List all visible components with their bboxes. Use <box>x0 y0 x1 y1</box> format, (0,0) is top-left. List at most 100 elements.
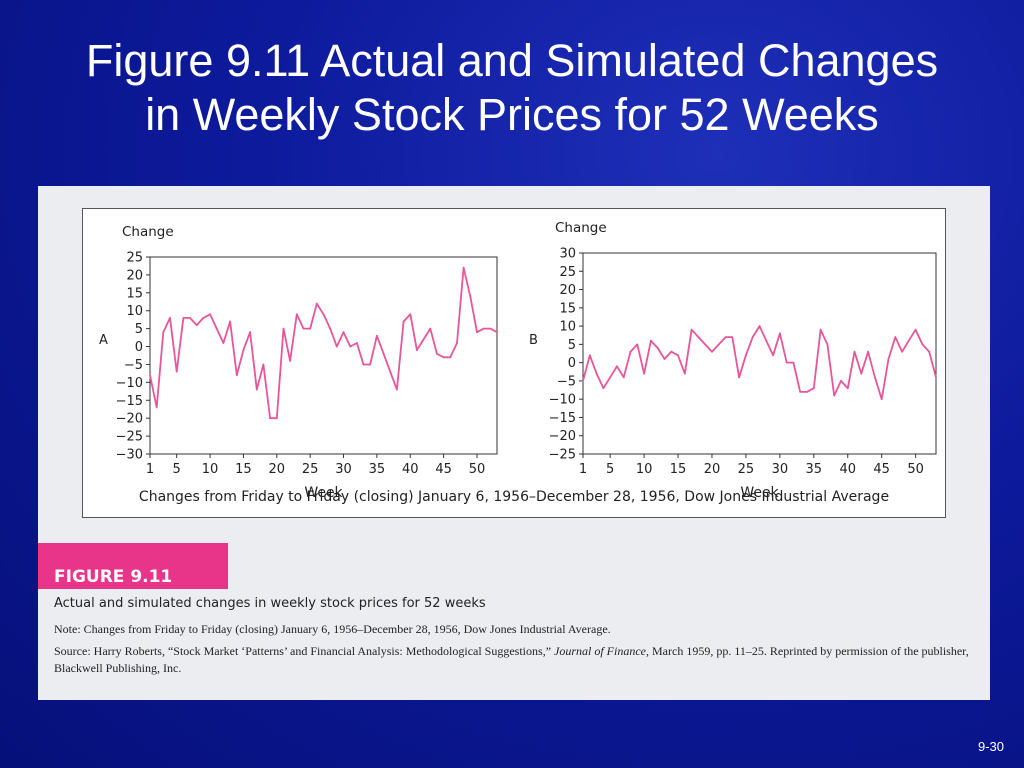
chart-a-data-point <box>149 374 151 377</box>
chart-b-data-point <box>697 336 700 338</box>
chart-a-data-point <box>422 338 425 341</box>
chart-b-data-point <box>846 387 849 390</box>
chart-a-ytick-label: −10 <box>116 376 143 391</box>
chart-a-xlabel: Week <box>304 485 343 501</box>
chart-b-data-point <box>894 336 897 338</box>
chart-a-data-point <box>449 356 452 359</box>
chart-a-data-point <box>409 313 412 316</box>
chart-b-data-point <box>622 376 625 379</box>
chart-a-ytick-label: 15 <box>126 286 143 301</box>
chart-a-data-point <box>362 363 365 366</box>
chart-a-xtick-label: 50 <box>469 462 486 477</box>
chart-b-data-point <box>901 350 903 353</box>
chart-a-data-point <box>489 327 492 330</box>
chart-a-ytick-label: −25 <box>116 430 143 445</box>
chart-b-data-point <box>914 328 917 331</box>
chart-a-xtick-label: 40 <box>402 462 419 477</box>
chart-a-data-point <box>376 334 378 337</box>
chart-b-data-point <box>717 343 720 346</box>
chart-a-data-point <box>235 374 238 377</box>
chart-a-data-point <box>222 342 225 344</box>
figure-source-prefix: Source: Harry Roberts, “Stock Market ‘Pa… <box>54 644 555 658</box>
chart-b-data-point <box>867 350 869 353</box>
chart-a-plot-area <box>149 256 498 455</box>
chart-a-data-point <box>309 327 312 330</box>
chart-b-xtick-label: 45 <box>873 462 890 477</box>
slide-title-line-1: Figure 9.11 Actual and Simulated Changes <box>85 35 939 86</box>
figure-tab <box>38 543 228 589</box>
chart-b-xlabel: Week <box>740 485 779 501</box>
chart-b-ytick-label: −5 <box>557 374 576 389</box>
chart-b-data-point <box>833 394 836 397</box>
chart-a-xtick-label: 45 <box>435 462 452 477</box>
chart-a-ytick-label: −20 <box>116 412 143 427</box>
chart-a-data-point <box>402 320 405 323</box>
chart-a-xtick-label: 20 <box>269 462 286 477</box>
figure-source-suffix: March 1959, pp. 11–25. Reprinted by perm… <box>54 644 969 675</box>
chart-b-ytick-label: −10 <box>549 393 576 408</box>
chart-a-data-point <box>369 363 372 366</box>
chart-b-plot-area <box>582 252 937 455</box>
chart-b-data-point <box>758 325 761 327</box>
chart-b-data-point <box>731 336 734 338</box>
chart-a-ytick-label: 20 <box>126 268 143 283</box>
chart-a-data-point <box>356 342 358 344</box>
chart-b-data-point <box>745 354 747 357</box>
chart-b-data-point <box>772 354 774 357</box>
chart-b-data-point <box>704 343 707 346</box>
chart-b-data-point <box>907 339 910 342</box>
chart-a-data-point <box>382 352 385 355</box>
chart-a-ytick-label: −30 <box>116 448 143 463</box>
chart-a-data-point <box>169 317 171 319</box>
chart-a-data-point <box>295 313 298 316</box>
chart-a-data-point <box>322 313 325 316</box>
chart-a-data-point <box>202 317 205 319</box>
chart-b-data-point <box>683 372 686 375</box>
chart-b-data-point <box>779 332 781 335</box>
chart-b-data-point <box>582 380 584 382</box>
chart-b-data-point <box>711 350 713 353</box>
slide-title: Figure 9.11 Actual and Simulated Changes… <box>0 34 1024 142</box>
chart-b-data-point <box>765 339 768 342</box>
chart-a-data-point <box>462 266 465 269</box>
chart-b-xtick-label: 35 <box>806 462 823 477</box>
chart-a-data-point <box>416 349 418 351</box>
chart-a-data-point <box>275 417 278 420</box>
chart-b-ytick-label: 10 <box>559 320 576 335</box>
chart-b-data-point <box>602 387 605 390</box>
chart-a-data-point <box>195 324 198 326</box>
chart-frame: 25 20 15 10 5 0 −5 −10 −15 −20 −25 −30 1 5 10 15 20 25 30 3… <box>82 208 946 518</box>
chart-b-data-point <box>643 372 645 375</box>
chart-b-data-point <box>799 391 802 393</box>
chart-a-data-point <box>429 327 432 330</box>
chart-a-data-point <box>249 331 252 334</box>
chart-b-data-point <box>806 391 808 393</box>
chart-b-data-point <box>663 358 666 360</box>
figure-panel: 25 20 15 10 5 0 −5 −10 −15 −20 −25 −30 1 5 10 15 20 25 30 3… <box>38 186 990 700</box>
chart-b-data-point <box>887 358 890 360</box>
chart-b-data-point <box>921 343 924 346</box>
chart-b-ytick-label: −25 <box>549 448 576 463</box>
chart-b-xtick-label: 30 <box>772 462 789 477</box>
chart-b-data-point <box>656 347 659 349</box>
chart-b-series-line <box>582 325 937 401</box>
chart-a-data-point <box>476 331 478 334</box>
chart-footer: Changes from Friday to Friday (closing) … <box>139 489 889 505</box>
chart-b-ytick-label: 20 <box>559 283 576 298</box>
chart-b-panel-label: B <box>529 333 538 348</box>
chart-a-xtick-label: 5 <box>173 462 181 477</box>
chart-a-data-point <box>396 388 398 391</box>
chart-a-xtick-label: 25 <box>302 462 319 477</box>
chart-b-data-point <box>751 336 754 338</box>
chart-b-data-point <box>826 343 829 346</box>
chart-b-data-point <box>738 376 740 379</box>
chart-b-xtick-label: 10 <box>636 462 653 477</box>
chart-b-data-point <box>690 328 693 331</box>
chart-b-xtick-label: 20 <box>704 462 721 477</box>
chart-a-data-point <box>315 302 318 305</box>
figure-note: Note: Changes from Friday to Friday (clo… <box>54 622 611 636</box>
chart-a-series-line <box>149 266 498 420</box>
chart-a-ytick-label: −5 <box>124 358 143 373</box>
chart-b-xtick-label: 15 <box>670 462 687 477</box>
chart-a-data-point <box>189 317 191 319</box>
